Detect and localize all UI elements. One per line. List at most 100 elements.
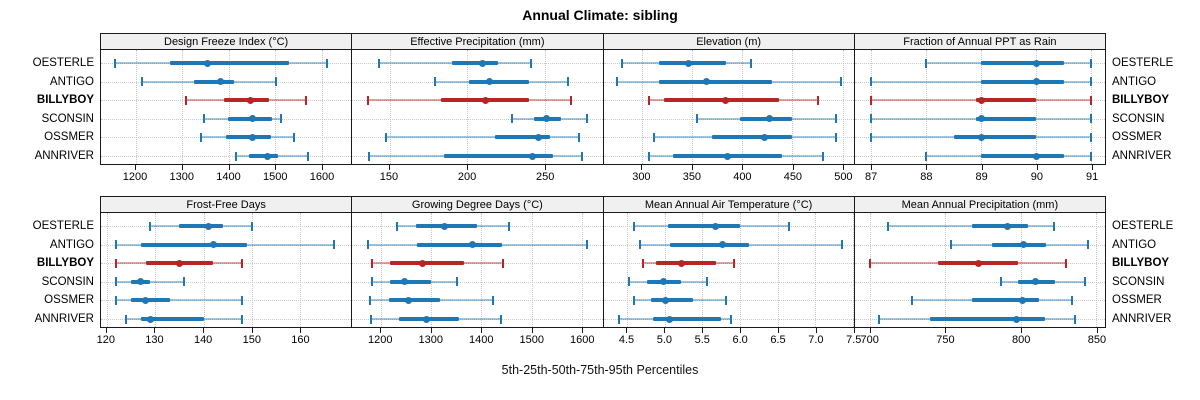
site-label-left-annriver: ANNRIVER — [34, 313, 94, 325]
interval-endcap — [647, 95, 650, 105]
strip-row: Frost-Free Days Growing Degree Days (°C) M… — [100, 196, 1106, 213]
median-dot — [468, 241, 476, 249]
site-label-right-ossmer: OSSMER — [1112, 294, 1162, 307]
horizontal-gridline — [854, 281, 1105, 283]
vertical-gridline — [981, 50, 983, 164]
vertical-gridline — [926, 50, 928, 164]
interval-25-75 — [981, 61, 1064, 65]
median-dot — [247, 96, 255, 104]
axis-tick — [945, 328, 947, 333]
axis-tick-label: 400 — [733, 171, 752, 183]
interval-endcap — [115, 277, 118, 287]
axis-tick-label: 5.5 — [694, 334, 710, 346]
axis-tick-label: 300 — [632, 171, 651, 183]
axis-tick-label: 200 — [457, 171, 477, 183]
axis-tick — [228, 165, 230, 170]
interval-endcap — [280, 114, 283, 124]
horizontal-gridline — [854, 156, 1105, 157]
axis-tick — [181, 165, 183, 170]
chart-panel — [351, 50, 604, 165]
axis-tick-label: 1500 — [263, 171, 288, 183]
axis-tick — [1036, 165, 1038, 170]
interval-endcap — [492, 295, 495, 305]
panel-band-1: Design Freeze Index (°C) Effective Precip… — [0, 33, 1200, 193]
interval-25-75 — [653, 317, 722, 321]
axis-tick-label: 7.5 — [846, 334, 862, 346]
vertical-gridline — [792, 50, 794, 164]
axis-tick — [388, 165, 390, 170]
interval-endcap — [642, 258, 645, 268]
interval-endcap — [385, 132, 388, 142]
interval-endcap — [705, 277, 708, 287]
horizontal-gridline — [101, 281, 352, 283]
vertical-gridline — [380, 213, 382, 327]
vertical-gridline — [1091, 50, 1093, 164]
vertical-gridline — [389, 50, 391, 164]
interval-25-75 — [981, 154, 1064, 158]
interval-endcap — [834, 132, 837, 142]
panel-strip: Effective Precipitation (mm) — [351, 33, 604, 50]
axis-tick-label: 6.0 — [732, 334, 748, 346]
vertical-gridline — [664, 213, 666, 327]
axis-tick-label: 160 — [291, 334, 310, 346]
interval-5-95 — [116, 299, 243, 302]
site-label-left-sconsin: SCONSIN — [41, 275, 94, 288]
median-dot — [204, 222, 212, 230]
vertical-gridline — [641, 50, 643, 164]
median-dot — [1003, 222, 1011, 230]
median-dot — [666, 315, 674, 323]
horizontal-gridline — [101, 263, 352, 265]
axis-tick-label: 1600 — [570, 334, 595, 346]
chart-panel — [602, 213, 855, 328]
axis-tick-label: 1400 — [469, 334, 494, 346]
interval-25-75 — [388, 298, 441, 303]
median-dot — [422, 315, 430, 323]
axis-tick-label: 140 — [193, 334, 213, 346]
axis-tick-label: 89 — [975, 171, 988, 183]
interval-25-75 — [975, 116, 1037, 121]
panel-strip: Growing Degree Days (°C) — [351, 196, 604, 213]
axis-tick-label: 250 — [536, 171, 555, 183]
axis-tick-label: 1300 — [169, 171, 195, 183]
axis-tick — [777, 328, 779, 333]
axis-tick — [380, 328, 382, 333]
axis-tick — [154, 328, 156, 333]
interval-endcap — [1090, 132, 1093, 142]
axis-tick — [869, 328, 871, 333]
vertical-gridline — [252, 213, 254, 327]
interval-endcap — [377, 58, 380, 68]
axis-tick — [843, 165, 845, 170]
interval-endcap — [816, 95, 819, 105]
median-dot — [204, 59, 212, 67]
horizontal-gridline — [352, 319, 603, 320]
interval-endcap — [241, 295, 244, 305]
interval-25-75 — [468, 79, 530, 84]
interval-25-75 — [668, 224, 740, 228]
axis-tick — [582, 328, 584, 333]
vertical-gridline — [135, 50, 137, 164]
interval-endcap — [725, 295, 728, 305]
interval-25-75 — [650, 298, 694, 303]
vertical-gridline — [467, 50, 469, 164]
vertical-gridline — [531, 213, 533, 327]
interval-endcap — [1090, 114, 1093, 124]
interval-25-75 — [248, 154, 279, 158]
interval-25-75 — [655, 261, 716, 266]
vertical-gridline — [155, 213, 157, 327]
interval-25-75 — [223, 98, 270, 103]
interval-25-75 — [930, 317, 1045, 321]
horizontal-gridline — [603, 118, 854, 120]
median-dot — [677, 259, 685, 267]
median-dot — [137, 278, 145, 286]
interval-endcap — [1052, 221, 1055, 231]
interval-25-75 — [972, 224, 1029, 228]
axis-tick-label: 700 — [860, 334, 879, 346]
chart-title: Annual Climate: sibling — [522, 7, 678, 23]
vertical-gridline — [1020, 213, 1022, 327]
interval-25-75 — [193, 79, 235, 84]
interval-endcap — [886, 221, 889, 231]
interval-endcap — [821, 151, 824, 161]
interval-endcap — [567, 77, 570, 87]
horizontal-gridline — [603, 63, 854, 64]
median-dot — [977, 96, 985, 104]
